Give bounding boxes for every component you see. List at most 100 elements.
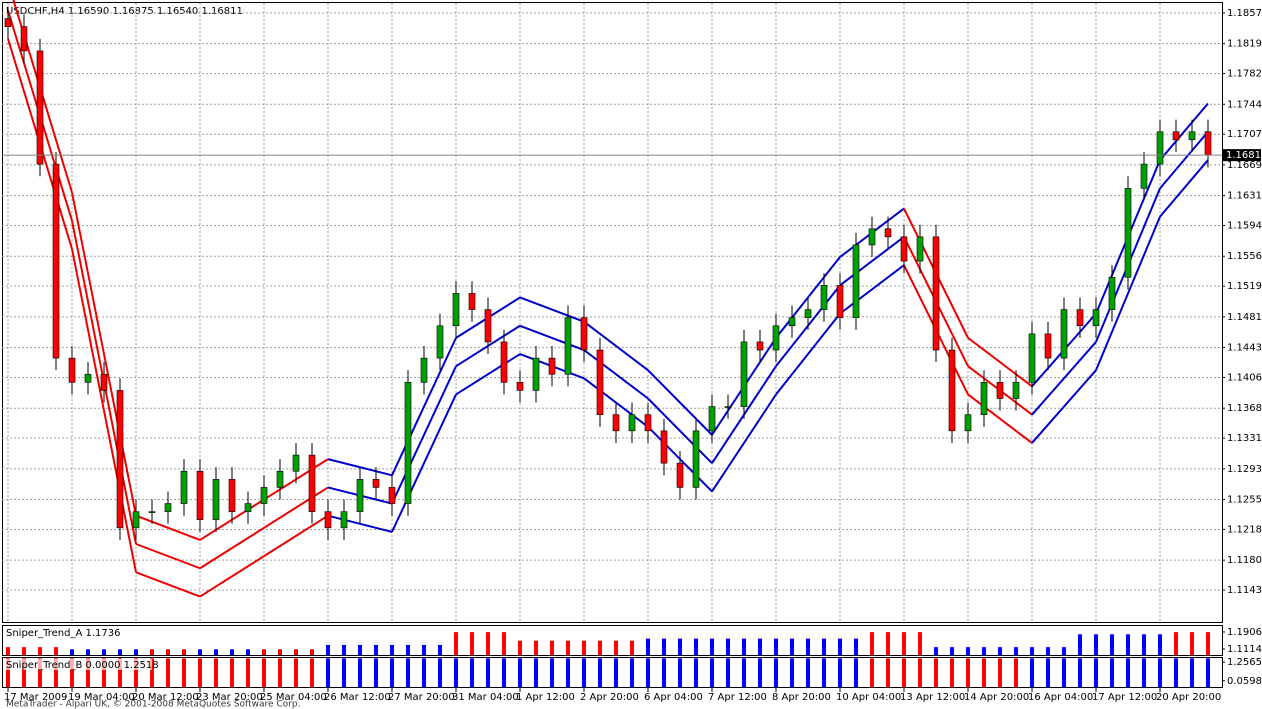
indicator-bar [486,658,490,687]
candle-body [244,503,252,512]
indicator-bar [998,658,1002,687]
x-tick-label: 25 Mar 04:00 [260,692,327,703]
y-tick-label: 1.15190 [1227,281,1262,292]
band-line [647,369,713,436]
candle-body [20,26,28,52]
indicator-bar [694,658,698,687]
y-tick-label: 1.1906 [1227,627,1262,638]
candle-body [68,357,76,383]
copyright: MetaTrader - Alpari UK, © 2001-2008 Meta… [6,700,300,709]
indicator-bar [1158,634,1162,655]
indicator-bar [1174,658,1178,687]
band-line [263,514,329,557]
x-tick-label: 19 Mar 04:00 [68,692,135,703]
indicator-bar [966,647,970,655]
candle-body [148,511,156,513]
indicator-bar [38,658,42,687]
indicator-bar [214,649,218,655]
indicator-bar [150,649,154,655]
indicator-bar [342,645,346,655]
candle-body [1012,382,1020,399]
candle-body [52,163,60,359]
indicator-bar [870,658,874,687]
band-line [199,555,265,598]
indicator-bar [1030,647,1034,655]
candle-body [884,228,892,238]
band-line [263,486,329,529]
candle-body [788,317,796,327]
indicator-bar [118,649,122,655]
indicator-bar [406,658,410,687]
candle-body [196,470,204,521]
x-tick-label: 2 Apr 20:00 [580,692,639,703]
indicator-bar [566,658,570,687]
candle-body [980,382,988,415]
candle-body [1092,309,1100,327]
indicator-bar [22,647,26,655]
candle-body [4,18,12,27]
indicator-bar [6,658,10,687]
indicator-bar [854,658,858,687]
candle-body [1140,163,1148,189]
indicator-bar [166,658,170,687]
band-line [967,393,1033,444]
indicator-bar [246,649,250,655]
indicator-bar [502,632,506,655]
indicator-bar [502,658,506,687]
indicator-bar [182,649,186,655]
candle-body [308,454,316,512]
indicator-bar [326,645,330,655]
indicator-bar [262,658,266,687]
y-tick-label: 1.16690 [1227,160,1262,171]
indicator-bar [790,638,794,655]
band-line [391,394,457,533]
candle-body [692,430,700,488]
y-tick-label: 1.14060 [1227,372,1262,383]
band-line [583,320,649,372]
candle-body [996,382,1004,399]
candle-body [660,430,668,464]
indicator-bar [710,638,714,655]
indicator-bar [134,658,138,687]
band-line [647,397,713,464]
candle-body [100,373,108,391]
indicator-bar [870,632,874,655]
indicator-bar [1014,658,1018,687]
indicator-bar [294,649,298,655]
indicator-bar [390,645,394,655]
candle-body [292,454,300,472]
indicator-bar [934,658,938,687]
indicator-bar [1142,658,1146,687]
band-line [1159,159,1209,218]
indicator-bar [678,658,682,687]
indicator-bar [230,658,234,687]
indicator-bar [950,647,954,655]
indicator-bar [198,658,202,687]
indicator-bar [646,658,650,687]
band-line [839,264,905,315]
indicator-bar [246,658,250,687]
indicator-bar [422,645,426,655]
indicator-bar [582,658,586,687]
candle-body [676,462,684,488]
candle-body [1108,276,1116,310]
y-tick-label: 1.17440 [1227,99,1262,110]
indicator-bar [534,658,538,687]
indicator-bar [1110,658,1114,687]
candle-body [404,382,412,504]
candle-body [84,373,92,383]
x-tick-label: 23 Mar 20:00 [196,692,263,703]
x-tick-label: 17 Apr 12:00 [1092,692,1157,703]
indicator-bar [742,658,746,687]
candle-body [836,285,844,318]
candle-body [324,511,332,529]
candle-body [1124,188,1132,278]
indicator-bar [230,649,234,655]
y-tick-label: 1.18190 [1227,39,1262,50]
candle-body [516,382,524,391]
indicator-bar [22,658,26,687]
indicator-bar [1046,658,1050,687]
indicator-bar [278,658,282,687]
x-tick-label: 14 Apr 20:00 [964,692,1029,703]
